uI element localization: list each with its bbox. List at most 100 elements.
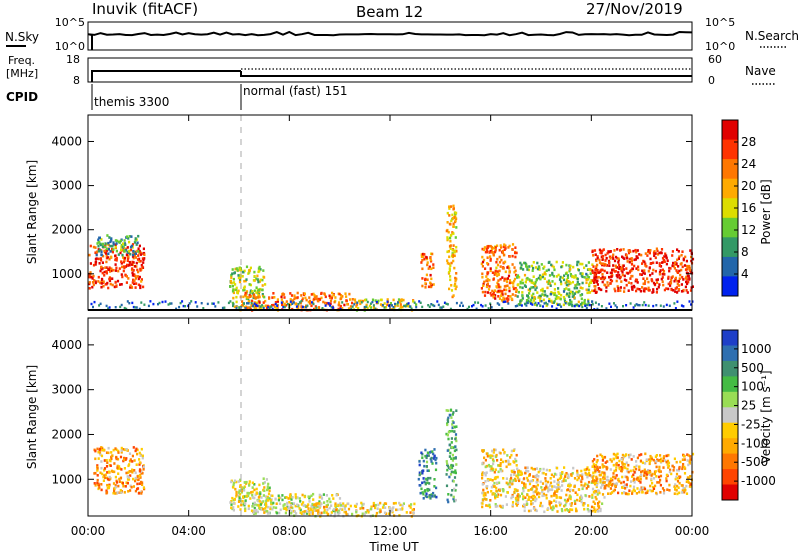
velocity-cell bbox=[559, 502, 563, 506]
velocity-colorbar-swatch bbox=[722, 376, 738, 393]
velocity-cell bbox=[545, 485, 548, 489]
power-cell bbox=[468, 305, 470, 309]
power-cell bbox=[555, 260, 558, 264]
power-cell bbox=[212, 302, 215, 305]
power-cell bbox=[248, 268, 251, 272]
power-cell bbox=[487, 271, 490, 274]
velocity-cell bbox=[428, 488, 431, 492]
power-cell bbox=[289, 300, 292, 303]
velocity-cell bbox=[294, 495, 297, 499]
power-cell bbox=[375, 300, 378, 304]
power-cell bbox=[455, 245, 458, 249]
velocity-cell bbox=[597, 489, 600, 493]
power-cell bbox=[242, 295, 245, 299]
velocity-cell bbox=[269, 507, 272, 511]
velocity-cell bbox=[311, 509, 314, 513]
velocity-cell bbox=[428, 494, 432, 497]
power-cell bbox=[101, 271, 104, 275]
power-cell bbox=[418, 300, 421, 303]
velocity-cell bbox=[548, 469, 551, 472]
velocity-cell bbox=[326, 508, 329, 511]
power-cell bbox=[256, 301, 259, 305]
power-cell bbox=[140, 280, 143, 283]
velocity-cell bbox=[425, 477, 428, 481]
power-cell bbox=[573, 296, 576, 299]
velocity-cell bbox=[662, 456, 665, 460]
velocity-cell bbox=[426, 454, 429, 457]
power-cell bbox=[107, 307, 110, 310]
velocity-cell bbox=[128, 452, 132, 455]
velocity-cell bbox=[629, 453, 632, 457]
velocity-cell bbox=[524, 471, 527, 475]
power-cell bbox=[251, 290, 254, 293]
velocity-cell bbox=[539, 467, 542, 471]
power-cell bbox=[372, 304, 375, 307]
velocity-cell bbox=[316, 505, 319, 509]
velocity-cell bbox=[254, 493, 257, 497]
velocity-cell bbox=[286, 501, 289, 505]
power-cell bbox=[547, 261, 550, 264]
power-cell bbox=[636, 256, 639, 260]
power-cell bbox=[620, 280, 623, 283]
velocity-cell bbox=[332, 497, 335, 500]
velocity-cell bbox=[277, 494, 280, 498]
power-cell bbox=[688, 268, 691, 272]
velocity-cell bbox=[528, 482, 532, 486]
velocity-cell bbox=[131, 460, 134, 463]
power-cell bbox=[125, 247, 128, 251]
power-cell bbox=[557, 303, 560, 306]
power-cell bbox=[597, 303, 600, 306]
power-cell bbox=[552, 265, 555, 269]
power-cell bbox=[453, 216, 456, 219]
power-cell bbox=[107, 286, 110, 290]
power-cell bbox=[665, 256, 668, 260]
power-cell bbox=[296, 296, 299, 299]
velocity-cell bbox=[110, 457, 113, 461]
velocity-cell bbox=[449, 451, 452, 455]
velocity-cell bbox=[239, 485, 242, 488]
velocity-cell bbox=[551, 508, 554, 512]
power-cell bbox=[125, 253, 128, 257]
power-cell bbox=[535, 278, 538, 282]
power-colorbar-swatch bbox=[722, 237, 738, 258]
velocity-cell bbox=[452, 421, 455, 424]
power-cell bbox=[539, 275, 542, 279]
power-cell bbox=[217, 301, 220, 304]
velocity-cell bbox=[138, 482, 141, 485]
power-cell bbox=[508, 279, 512, 282]
velocity-cell bbox=[487, 504, 490, 508]
velocity-cell bbox=[526, 502, 529, 506]
power-cell bbox=[381, 303, 384, 307]
velocity-cell bbox=[430, 456, 433, 460]
power-cell bbox=[447, 230, 450, 234]
power-cell bbox=[569, 282, 572, 285]
power-cell bbox=[117, 269, 120, 273]
power-cell bbox=[618, 273, 621, 277]
velocity-cell bbox=[392, 502, 395, 505]
power-cell bbox=[107, 243, 110, 247]
power-cell bbox=[117, 253, 120, 256]
power-cell bbox=[491, 247, 494, 250]
velocity-cell bbox=[449, 414, 452, 417]
power-cell bbox=[399, 303, 402, 306]
power-cell bbox=[120, 303, 123, 307]
velocity-cell bbox=[532, 467, 535, 471]
velocity-cell bbox=[566, 498, 569, 501]
power-cell bbox=[249, 291, 252, 295]
freq-trace-themis bbox=[91, 70, 241, 82]
power-cell bbox=[659, 265, 663, 268]
power-cell bbox=[356, 301, 359, 304]
power-cell bbox=[266, 304, 269, 308]
power-cell bbox=[538, 266, 541, 269]
power-cell bbox=[396, 304, 399, 307]
velocity-cell bbox=[603, 471, 606, 475]
velocity-cell bbox=[93, 482, 96, 485]
velocity-cell bbox=[527, 489, 530, 492]
velocity-cell bbox=[97, 457, 100, 460]
power-cell bbox=[548, 300, 550, 303]
power-cell bbox=[233, 271, 236, 275]
power-cell bbox=[494, 269, 497, 273]
velocity-cell bbox=[673, 492, 676, 495]
power-cell bbox=[449, 244, 452, 247]
power-cell bbox=[640, 253, 643, 257]
